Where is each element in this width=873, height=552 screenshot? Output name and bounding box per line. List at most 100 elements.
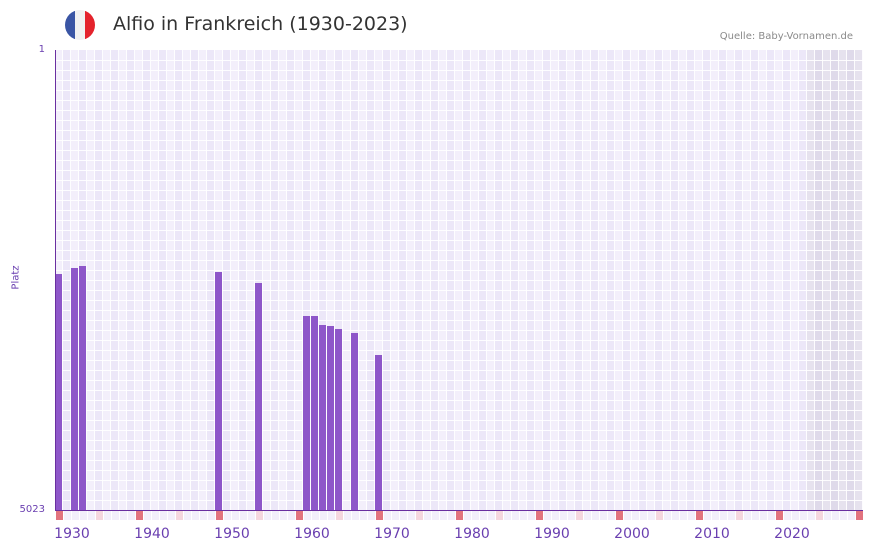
grid-line [55,370,863,371]
grid-line [55,400,863,401]
year-marker [856,511,863,520]
year-marker [760,511,767,520]
y-tick-top: 1 [38,44,45,55]
year-marker [712,511,719,520]
bar-1961[interactable] [319,324,326,510]
grid-line [55,390,863,391]
year-marker [496,511,503,520]
year-marker [168,511,175,520]
year-marker [376,511,383,520]
year-marker [144,511,151,520]
year-marker [440,511,447,520]
year-marker [336,511,343,520]
year-marker [808,511,815,520]
x-tick-label: 1970 [374,526,410,542]
year-marker [528,511,535,520]
year-marker [648,511,655,520]
bar-1931[interactable] [79,266,86,510]
year-marker [120,511,127,520]
year-marker [704,511,711,520]
year-marker [288,511,295,520]
year-marker [72,511,79,520]
bar-1953[interactable] [255,283,262,510]
grid-line [55,200,863,201]
year-marker [744,511,751,520]
bar-1965[interactable] [351,333,358,510]
year-marker [480,511,487,520]
grid-line [55,350,863,351]
grid-line [55,140,863,141]
year-marker [736,511,743,520]
bar-1960[interactable] [311,316,318,510]
year-marker [248,511,255,520]
bar-1928[interactable] [55,273,62,510]
x-tick-label: 1950 [214,526,250,542]
year-marker [88,511,95,520]
year-marker [616,511,623,520]
year-marker [752,511,759,520]
grid-line [55,320,863,321]
x-tick-label: 2000 [614,526,650,542]
year-marker [200,511,207,520]
year-marker [672,511,679,520]
x-tick-label: 1960 [294,526,330,542]
bar-1962[interactable] [327,325,334,510]
y-axis-line [55,50,56,511]
year-marker [216,511,223,520]
grid-line [55,130,863,131]
year-marker [416,511,423,520]
year-marker [608,511,615,520]
grid-line [55,260,863,261]
grid-line [55,480,863,481]
grid-line [55,490,863,491]
year-marker [688,511,695,520]
year-marker [432,511,439,520]
grid-line [55,240,863,241]
year-marker [208,511,215,520]
grid-line [55,340,863,341]
grid-line [55,210,863,211]
grid-line [55,190,863,191]
grid-line [55,310,863,311]
year-marker [696,511,703,520]
year-marker [552,511,559,520]
year-marker [512,511,519,520]
x-tick-label: 1940 [134,526,170,542]
year-marker [368,511,375,520]
bar-1959[interactable] [303,316,310,510]
bar-1930[interactable] [71,268,78,510]
grid-line [55,250,863,251]
grid-line [55,280,863,281]
year-marker [824,511,831,520]
year-marker [424,511,431,520]
grid-line [55,380,863,381]
year-marker [80,511,87,520]
year-marker [784,511,791,520]
year-marker [56,511,63,520]
year-marker [592,511,599,520]
bar-1968[interactable] [375,355,382,510]
grid-line [55,160,863,161]
year-marker [504,511,511,520]
bar-1963[interactable] [335,329,342,510]
year-marker [344,511,351,520]
year-marker [312,511,319,520]
grid-line [55,470,863,471]
plot-area [55,50,863,510]
grid-line [55,290,863,291]
year-marker [264,511,271,520]
year-marker [656,511,663,520]
bar-1948[interactable] [215,272,222,510]
year-marker [104,511,111,520]
source-credit: Quelle: Baby-Vornamen.de [719,31,853,42]
grid-line [55,80,863,81]
grid-line [55,270,863,271]
grid-line [55,60,863,61]
x-tick-label: 1980 [454,526,490,542]
x-tick-label: 1930 [54,526,90,542]
y-axis-label: Platz [10,265,22,290]
year-marker [232,511,239,520]
year-marker [296,511,303,520]
year-marker [840,511,847,520]
year-marker [224,511,231,520]
